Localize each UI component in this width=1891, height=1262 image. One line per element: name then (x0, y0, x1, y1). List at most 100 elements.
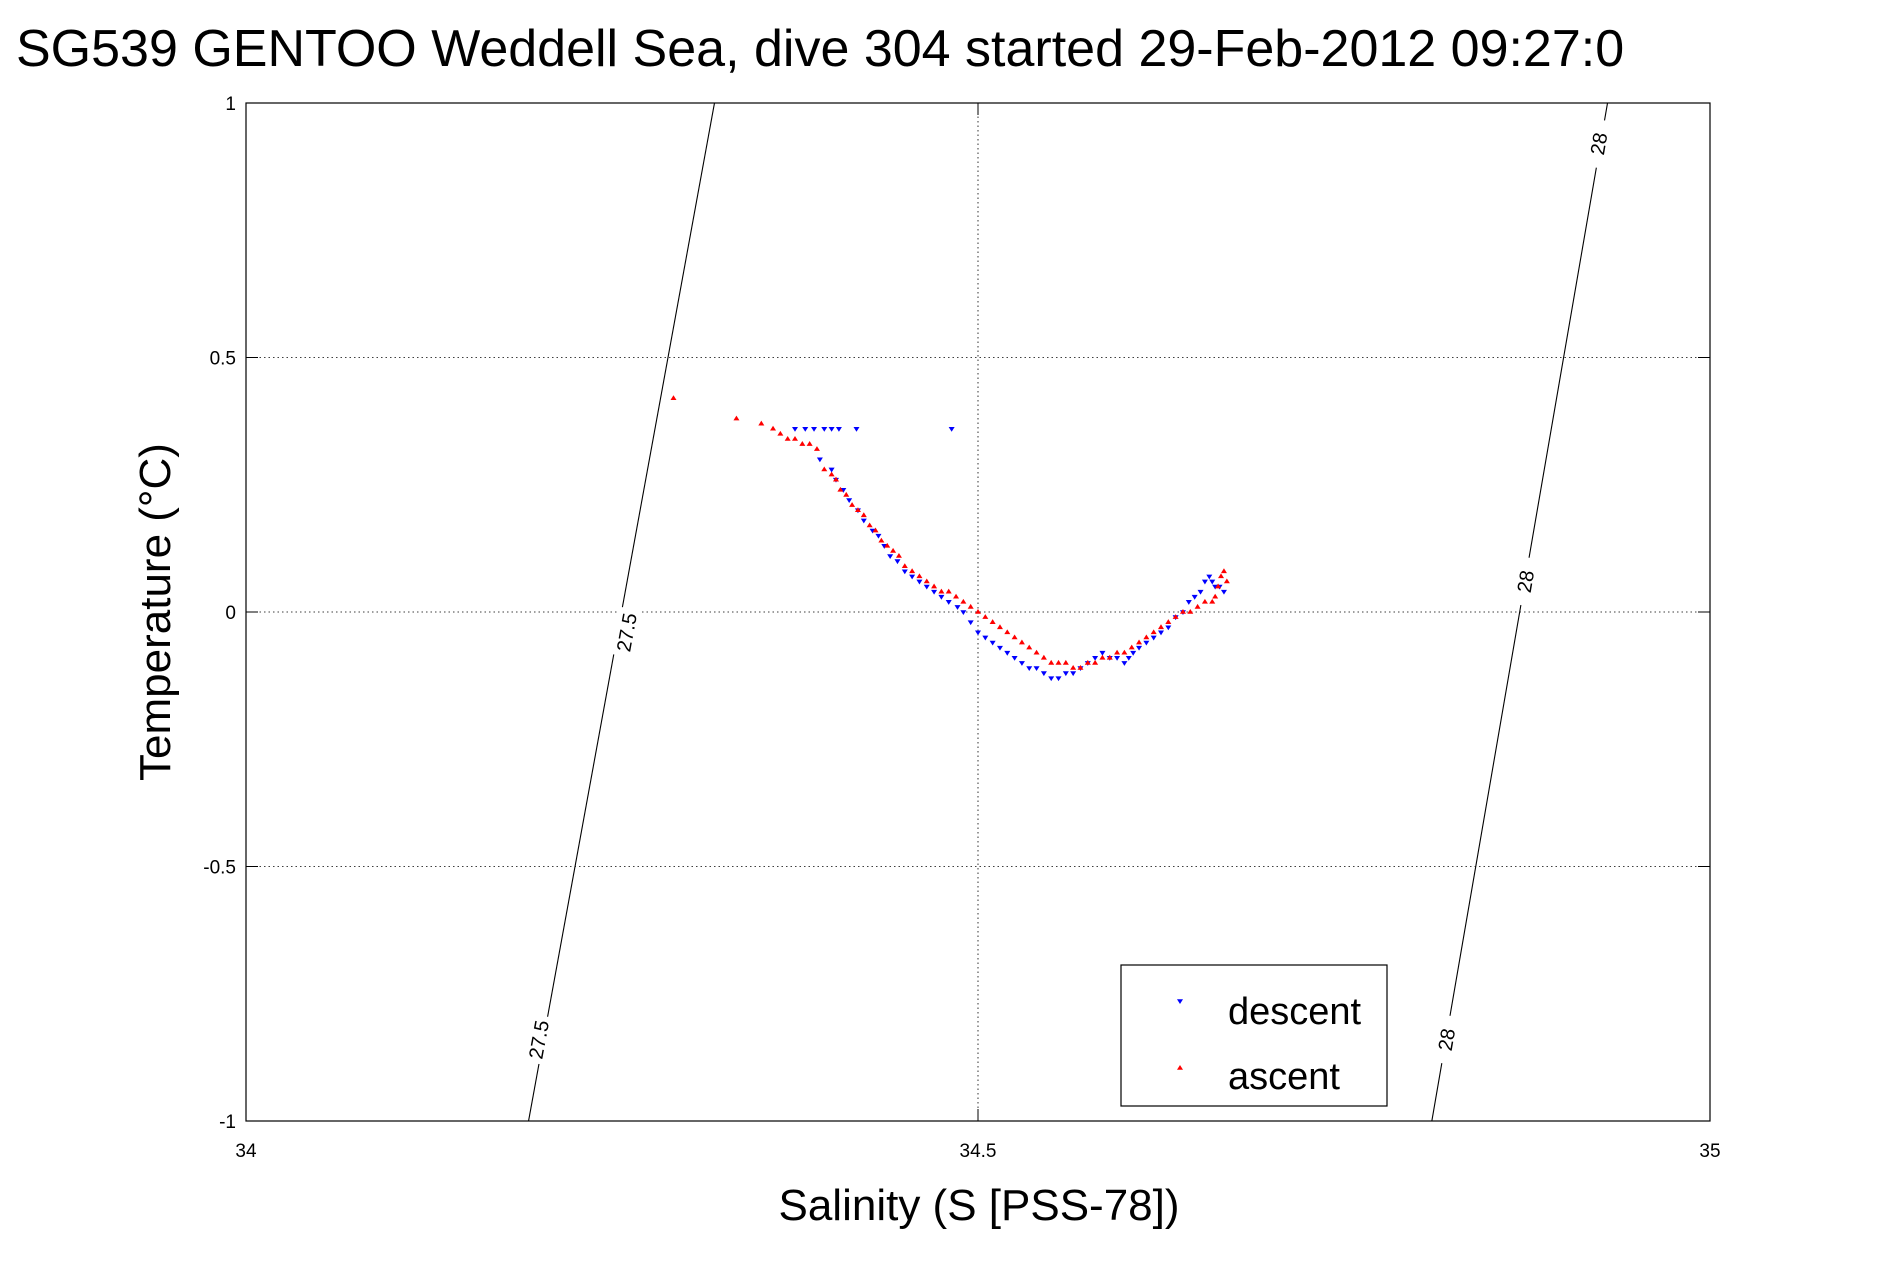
ascent-point (1011, 634, 1018, 640)
descent-point (1048, 676, 1055, 682)
ascent-point (1048, 659, 1055, 665)
descent-point (1143, 640, 1150, 646)
descent-point (1040, 671, 1047, 677)
ascent-point (1040, 654, 1047, 660)
descent-point (901, 569, 908, 575)
ascent-point (866, 522, 873, 528)
descent-point (1018, 661, 1025, 666)
ascent-point (1209, 598, 1216, 604)
ascent-point (1106, 654, 1113, 660)
ascent-point (1187, 609, 1194, 614)
ascent-point (1158, 624, 1164, 630)
contour-label: 28 (1514, 569, 1539, 595)
descent-point (1209, 579, 1216, 585)
x-axis-label: Salinity (S [PSS-78]) (778, 1181, 1179, 1230)
y-tick-label: 0.5 (210, 349, 236, 370)
contour-label: 28 (1587, 131, 1612, 157)
descent-point (1121, 661, 1128, 666)
ascent-point (1223, 578, 1230, 584)
ascent-point (837, 486, 844, 492)
ascent-point (1128, 644, 1135, 650)
descent-point (828, 426, 835, 432)
ascent-point (890, 547, 897, 553)
descent-point (1206, 574, 1213, 580)
ascent-point (982, 614, 989, 619)
ascent-point (1055, 659, 1062, 665)
legend-label-descent: descent (1228, 991, 1362, 1033)
ascent-point (813, 446, 820, 451)
ascent-point (777, 430, 784, 436)
contour-label-background (1431, 1014, 1462, 1066)
descent-point (960, 610, 967, 615)
ascent-point (872, 527, 879, 533)
descent-point (875, 533, 882, 539)
descent-point (1092, 656, 1099, 661)
legend-marker-ascent (1177, 1065, 1183, 1070)
ascent-point (784, 435, 791, 441)
contour-label-background (611, 606, 642, 658)
ascent-point (1062, 659, 1069, 665)
ascent-point (1099, 654, 1106, 660)
descent-point (1197, 589, 1204, 595)
ascent-point (1026, 644, 1033, 650)
ascent-point (1092, 659, 1099, 665)
descent-point (1220, 589, 1227, 595)
x-tick-label: 34.5 (960, 1141, 997, 1162)
ascent-point (1201, 598, 1208, 604)
descent-point (1011, 656, 1018, 661)
descent-point (996, 645, 1003, 651)
descent-point (931, 589, 938, 595)
descent-point (1070, 671, 1077, 677)
ascent-point (806, 441, 813, 446)
ascent-point (1121, 649, 1128, 655)
descent-point (1191, 594, 1198, 600)
y-tick-label: -1 (219, 1112, 236, 1133)
x-tick-label: 34 (235, 1141, 257, 1162)
ascent-point (1172, 614, 1179, 619)
ascent-point (770, 425, 777, 431)
ascent-point (1215, 583, 1222, 589)
ascent-point (1070, 664, 1077, 670)
ascent-point (799, 441, 806, 446)
ascent-point (1033, 649, 1040, 655)
descent-point (945, 600, 952, 605)
descent-point (792, 426, 798, 432)
descent-point (1004, 650, 1011, 656)
descent-point (802, 426, 809, 432)
ascent-point (931, 583, 938, 589)
ascent-point (996, 624, 1003, 630)
descent-point (909, 574, 916, 580)
descent-point (1033, 666, 1040, 671)
descent-point (948, 426, 955, 432)
ascent-point (953, 593, 960, 599)
ascent-point (758, 420, 765, 426)
descent-point (1165, 625, 1172, 631)
contour-line (1431, 103, 1609, 1121)
descent-point (916, 579, 923, 585)
descent-point (887, 554, 894, 560)
descent-point (1099, 650, 1106, 656)
legend-marker-descent (1177, 999, 1183, 1004)
ascent-point (895, 553, 902, 558)
descent-point (954, 605, 961, 610)
ascent-point (1004, 629, 1011, 635)
ascent-point (967, 603, 974, 609)
ascent-point (1143, 634, 1150, 640)
descent-point (860, 518, 867, 524)
descent-point (1114, 656, 1121, 661)
descent-point (1026, 666, 1033, 671)
descent-point (894, 559, 901, 565)
descent-point (967, 620, 974, 626)
y-tick-label: 1 (225, 94, 236, 115)
descent-point (811, 426, 818, 432)
ascent-point (884, 542, 891, 548)
descent-point (1062, 671, 1069, 677)
ascent-point (901, 563, 908, 568)
descent-point (1185, 600, 1192, 605)
ascent-point (1150, 629, 1157, 635)
descent-point (989, 640, 996, 646)
descent-point (982, 635, 989, 641)
ascent-point (989, 619, 996, 624)
ascent-point (792, 435, 798, 441)
